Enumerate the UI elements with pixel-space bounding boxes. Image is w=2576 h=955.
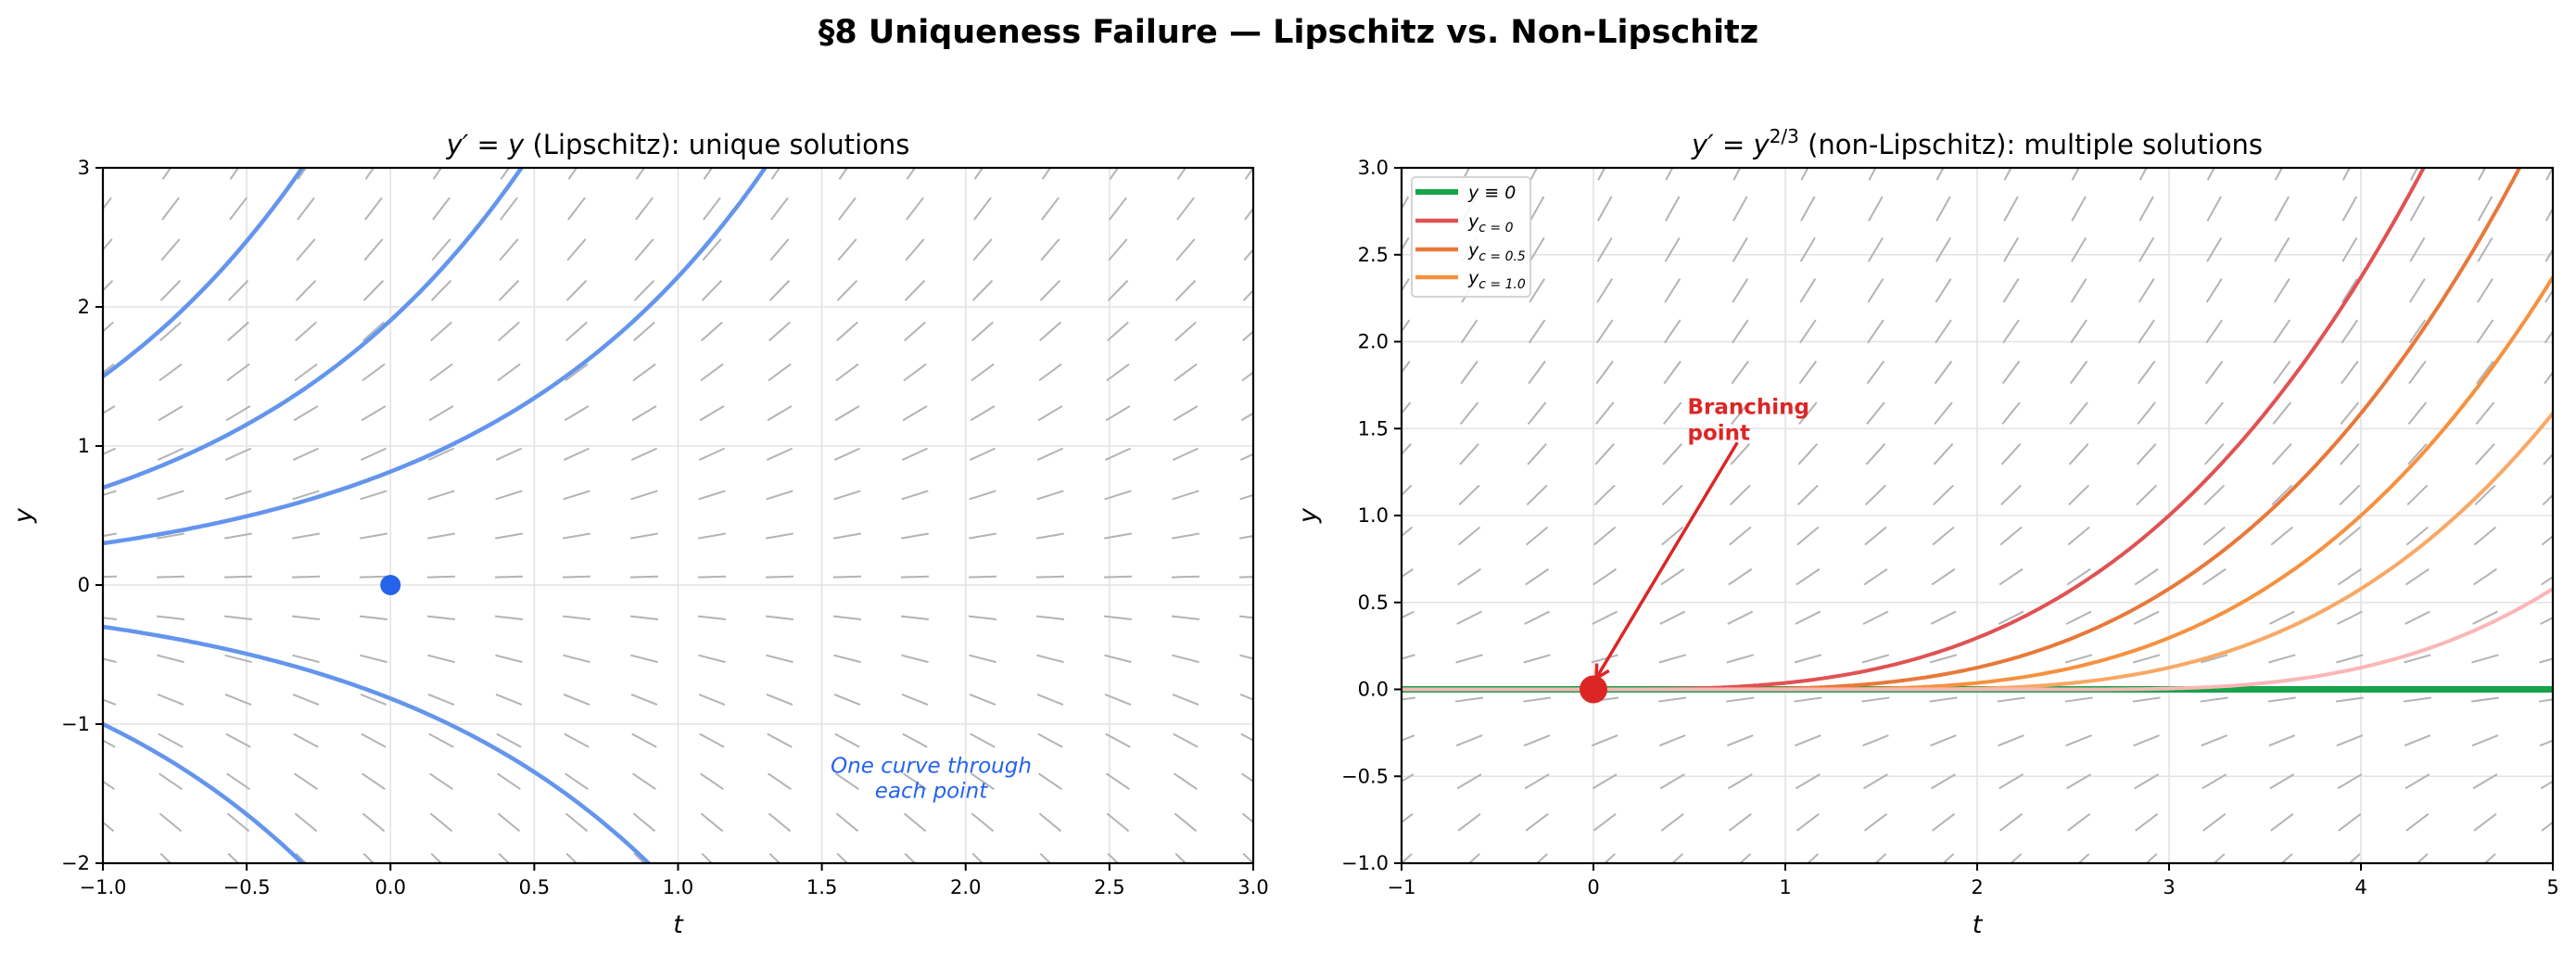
svg-text:1: 1: [1779, 876, 1791, 898]
svg-text:−0.5: −0.5: [223, 876, 271, 898]
solution-curve: [103, 721, 306, 863]
annotation-arrow: [1594, 441, 1739, 680]
tick-labels: −1.0 −0.5 0.0 0.5 1.0 1.5 2.0 2.5 3.0 −2 −1 0 1 2 3: [61, 157, 1269, 898]
svg-text:3.0: 3.0: [1358, 157, 1389, 179]
svg-text:2.5: 2.5: [1094, 876, 1124, 898]
svg-text:1: 1: [78, 435, 90, 457]
grid-lines: [1401, 167, 2554, 864]
svg-text:4: 4: [2354, 876, 2367, 898]
legend-label: yc = 1.0: [1467, 268, 1526, 292]
solution-curve: [103, 168, 525, 490]
svg-text:3: 3: [78, 157, 90, 179]
svg-text:0: 0: [1587, 876, 1599, 898]
grid-lines: [102, 167, 1254, 864]
svg-text:0.0: 0.0: [1358, 679, 1389, 701]
svg-text:2: 2: [1971, 876, 1983, 898]
plot-title: y′ = y2/3 (non-Lipschitz): multiple solu…: [1691, 125, 2263, 160]
slope-field: [103, 168, 1253, 863]
svg-text:3.0: 3.0: [1237, 876, 1268, 898]
legend-label: y ≡ 0: [1467, 183, 1516, 203]
svg-text:0.5: 0.5: [519, 876, 550, 898]
svg-text:1.0: 1.0: [663, 876, 693, 898]
x-axis-label: t: [673, 910, 684, 939]
figure-suptitle: §8 Uniqueness Failure — Lipschitz vs. No…: [818, 14, 1758, 51]
plot-title: y′ = y (Lipschitz): unique solutions: [446, 129, 910, 160]
svg-text:−2: −2: [61, 852, 90, 874]
plot-lipschitz: y′ = y (Lipschitz): unique solutions−1.0…: [9, 129, 1269, 939]
svg-text:−1.0: −1.0: [1341, 852, 1389, 874]
svg-text:−1: −1: [1388, 876, 1416, 898]
tick-labels: −1 0 1 2 3 4 5 −1.0 −0.5 0.0 0.5 1.0 1.5 2.0 2.5 3.0: [1341, 157, 2559, 898]
svg-text:2.0: 2.0: [1358, 331, 1389, 353]
slope-field: [1402, 168, 2553, 863]
arrow-head-icon: [1594, 663, 1610, 681]
svg-text:0.5: 0.5: [1358, 592, 1389, 614]
svg-text:2.0: 2.0: [950, 876, 981, 898]
svg-text:1.5: 1.5: [1358, 417, 1389, 439]
svg-text:1.0: 1.0: [1358, 504, 1389, 527]
initial-point-marker: [380, 575, 401, 595]
svg-text:−1: −1: [61, 713, 90, 735]
svg-text:5: 5: [2546, 876, 2558, 898]
svg-text:−1.0: −1.0: [80, 876, 127, 898]
svg-text:2.5: 2.5: [1358, 244, 1389, 266]
svg-text:2: 2: [78, 296, 90, 318]
solution-curve: [103, 168, 768, 546]
plot-non-lipschitz: y′ = y2/3 (non-Lipschitz): multiple solu…: [1294, 125, 2559, 939]
legend-label: yc = 0: [1467, 211, 1514, 236]
annotation-unique: One curve through each point: [831, 755, 1032, 804]
annotation-branching: Branching point: [1688, 395, 1810, 445]
initial-point-marker: [1580, 675, 1607, 704]
svg-text:1.5: 1.5: [806, 876, 837, 898]
svg-text:0: 0: [78, 574, 90, 596]
solution-curve: [103, 168, 305, 378]
y-axis-label: y: [1294, 507, 1323, 524]
solution-curve: [103, 624, 652, 863]
svg-text:0.0: 0.0: [375, 876, 406, 898]
legend: y ≡ 0 yc = 0 yc = 0.5 yc = 1.0: [1411, 176, 1531, 298]
svg-text:3: 3: [2163, 876, 2175, 898]
legend-label: yc = 0.5: [1467, 240, 1526, 264]
solution-curves: [103, 168, 768, 863]
svg-text:−0.5: −0.5: [1341, 765, 1389, 787]
x-axis-label: t: [1973, 910, 1984, 939]
y-axis-label: y: [9, 507, 38, 524]
